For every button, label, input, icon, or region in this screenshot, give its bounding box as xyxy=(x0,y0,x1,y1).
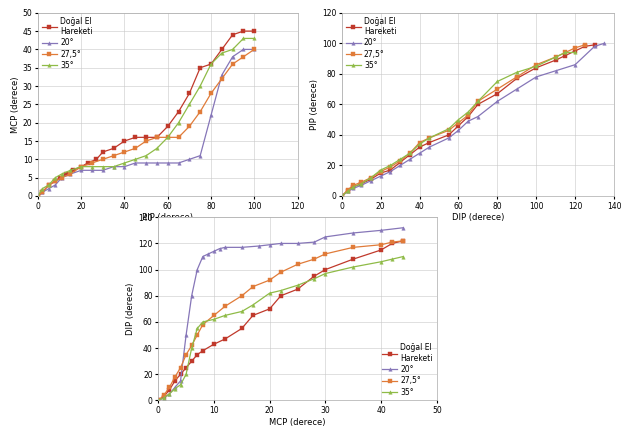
Y-axis label: MCP (derece): MCP (derece) xyxy=(11,76,20,132)
X-axis label: MCP (derece): MCP (derece) xyxy=(269,418,326,426)
Legend: Doğal El
Hareketi, 20°, 27,5°, 35°: Doğal El Hareketi, 20°, 27,5°, 35° xyxy=(41,15,94,72)
Legend: Doğal El
Hareketi, 20°, 27,5°, 35°: Doğal El Hareketi, 20°, 27,5°, 35° xyxy=(344,15,398,72)
X-axis label: PIP (derece): PIP (derece) xyxy=(142,213,193,222)
Legend: Doğal El
Hareketi, 20°, 27,5°, 35°: Doğal El Hareketi, 20°, 27,5°, 35° xyxy=(380,342,434,398)
X-axis label: DIP (derece): DIP (derece) xyxy=(452,213,504,222)
Y-axis label: PIP (derece): PIP (derece) xyxy=(310,79,319,130)
Y-axis label: DIP (derece): DIP (derece) xyxy=(127,283,135,335)
